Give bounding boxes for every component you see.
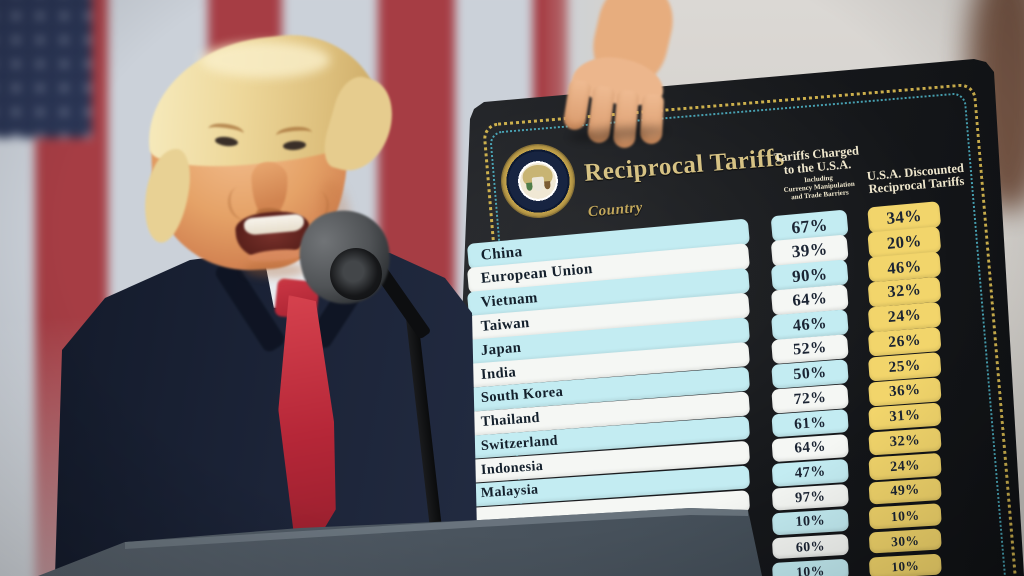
- country-label: Switzerland: [480, 432, 559, 455]
- charged-box: 47%: [771, 458, 849, 487]
- discounted-box: 31%: [868, 402, 942, 431]
- charged-box: 10%: [771, 558, 849, 576]
- discounted-box: 10%: [868, 503, 942, 530]
- charged-box: 61%: [771, 409, 849, 438]
- speaker-hair-highlight: [200, 42, 330, 78]
- country-label: Malaysia: [480, 482, 539, 502]
- country-label: Thailand: [480, 410, 541, 431]
- discounted-box: 32%: [868, 427, 942, 456]
- chin-shadow: [244, 262, 306, 278]
- charged-box: 60%: [771, 533, 849, 560]
- discounted-box: 49%: [868, 478, 942, 505]
- discounted-box: 36%: [868, 377, 942, 407]
- country-label: China: [480, 243, 524, 264]
- country-label: Japan: [480, 339, 522, 359]
- country-label: Indonesia: [480, 457, 544, 479]
- charged-box: 97%: [771, 483, 849, 511]
- discounted-box: 30%: [868, 528, 942, 554]
- country-label: Vietnam: [480, 290, 539, 311]
- discounted-box: 24%: [868, 452, 942, 481]
- discounted-box: 10%: [868, 553, 942, 576]
- country-label: India: [480, 363, 517, 383]
- charged-box: 64%: [771, 434, 849, 463]
- charged-box: 10%: [771, 508, 849, 536]
- country-label: Taiwan: [480, 314, 531, 335]
- country-label: South Korea: [480, 384, 564, 407]
- mic-front-ring: [330, 248, 382, 300]
